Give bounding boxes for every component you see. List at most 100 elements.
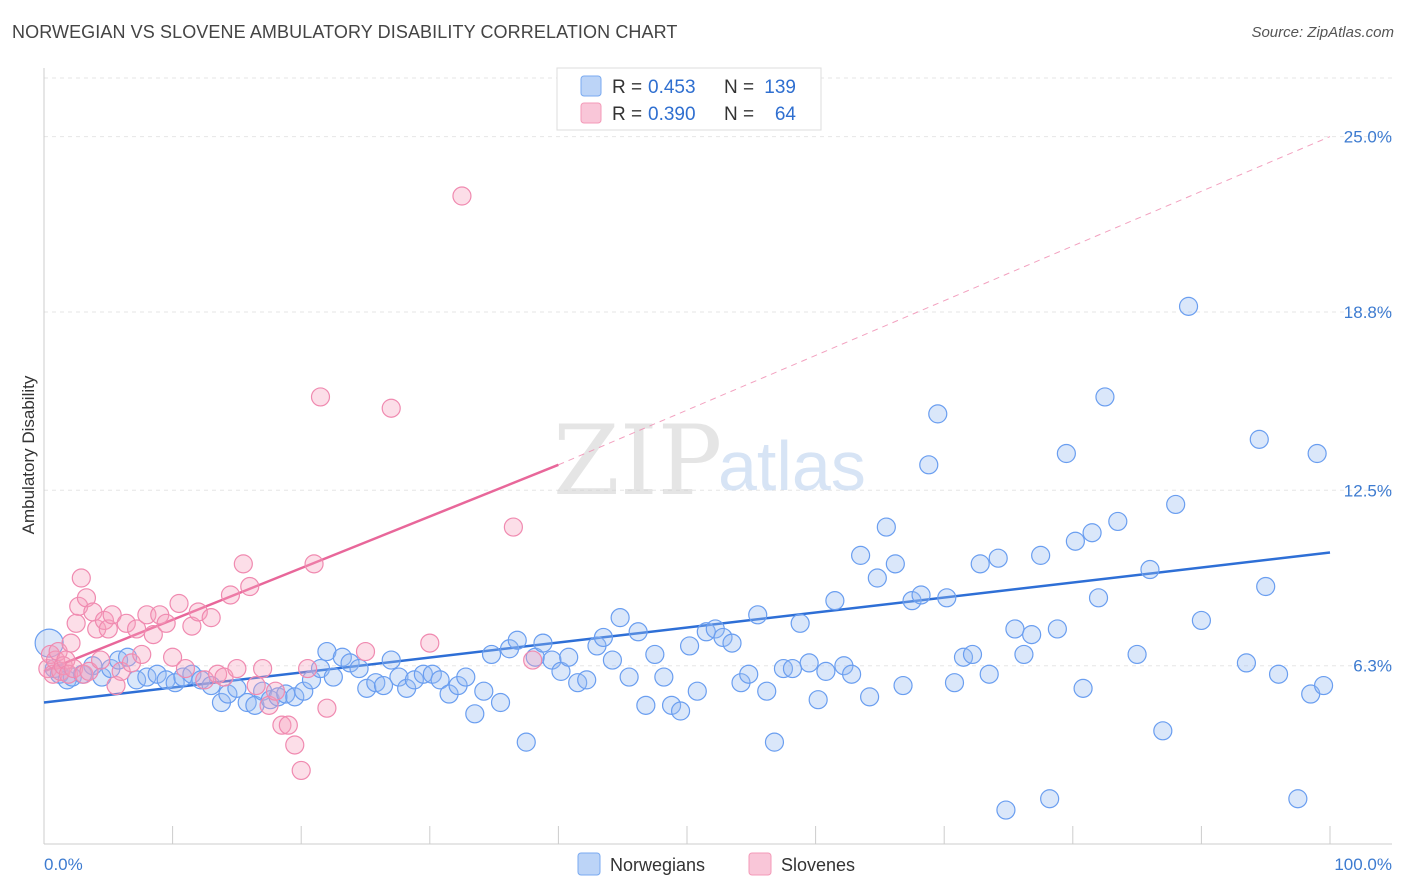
point-norwegians [1268,664,1289,684]
point-norwegians [757,681,777,701]
point-norwegians [373,675,394,696]
legend-swatch-slovenes [580,102,602,124]
point-norwegians [790,613,810,633]
point-norwegians [490,692,511,713]
point-slovenes [452,186,472,206]
point-slovenes [58,664,79,684]
point-norwegians [1073,678,1093,698]
point-norwegians [323,667,343,687]
point-slovenes [156,613,176,633]
point-slovenes [66,613,86,633]
legend-swatch-norwegians [580,75,602,97]
point-slovenes [298,658,318,679]
point-slovenes [106,675,126,696]
point-norwegians [619,667,639,687]
legend-n-value-norwegians: 139 [764,77,796,98]
legend: R = 0.453 N = 139 R = 0.390 N = 64 [556,67,822,131]
grid-lines [44,77,1392,667]
point-norwegians [816,661,836,681]
point-norwegians [1088,588,1109,608]
point-norwegians [610,608,630,628]
point-slovenes [98,619,118,639]
point-norwegians [1236,653,1257,673]
y-tick-label: 25.0% [1344,128,1392,147]
chart-title: NORWEGIAN VS SLOVENE AMBULATORY DISABILI… [12,22,678,42]
point-norwegians [645,644,665,665]
point-slovenes [163,647,183,667]
point-norwegians [1288,789,1308,809]
point-norwegians [1249,429,1269,449]
point-slovenes [63,658,84,679]
trend-line-slovenes [43,463,559,673]
point-norwegians [808,690,828,710]
point-slovenes [420,633,440,653]
point-norwegians [349,658,369,679]
point-norwegians [1014,644,1034,665]
bottom-legend-norwegians: Norwegians [610,855,705,875]
point-slovenes [220,585,241,605]
point-norwegians [1056,443,1076,464]
point-norwegians [533,633,553,653]
point-norwegians [340,653,360,673]
point-slovenes [71,568,91,588]
point-norwegians [285,687,305,707]
point-norwegians [237,692,257,713]
legend-n-label-slovenes: N = [724,104,754,125]
point-norwegians [1313,675,1334,696]
point-slovenes [381,398,401,418]
point-norwegians [404,670,424,690]
legend-r-value-norwegians: 0.453 [648,77,696,98]
point-slovenes [143,625,163,645]
y-tick-label: 12.5% [1344,481,1392,500]
point-norwegians [1178,296,1199,316]
source-label: Source: ZipAtlas.com [1251,24,1394,41]
point-slovenes [265,681,286,701]
legend-r-label-slovenes: R = [612,104,642,125]
point-norwegians [430,670,450,690]
point-slovenes [175,658,196,679]
watermark-zip: ZIP [553,405,722,517]
point-norwegians [902,591,922,611]
point-norwegians [1191,610,1212,631]
point-norwegians [713,627,733,648]
y-tick-label: 18.8% [1344,303,1392,322]
point-norwegians [885,554,905,574]
point-slovenes [272,715,292,735]
point-norwegians [825,591,845,611]
point-slovenes [523,650,543,670]
point-norwegians [366,673,386,693]
point-slovenes [227,658,247,679]
point-norwegians [1022,625,1042,645]
watermark: ZIP atlas [553,405,866,517]
point-slovenes [169,593,189,614]
point-norwegians [748,605,768,625]
x-tick-labels: 0.0% 100.0% [44,855,1392,874]
x-tick-label: 100.0% [1334,855,1392,874]
point-norwegians [842,664,862,684]
point-slovenes [259,695,279,715]
point-slovenes [102,605,122,625]
legend-n-value-slovenes: 64 [775,104,797,125]
point-norwegians [1256,576,1276,597]
data-points [34,186,1334,820]
y-tick-labels: 6.3% 12.5% 18.8% 25.0% [1344,128,1392,676]
point-norwegians [1047,619,1067,639]
point-slovenes [182,616,202,636]
point-norwegians [893,675,913,696]
point-norwegians [970,554,990,574]
point-norwegians [381,650,401,670]
point-norwegians [1082,523,1102,543]
point-norwegians [456,667,476,687]
point-norwegians [1108,511,1128,532]
point-norwegians [1040,789,1060,809]
point-slovenes [503,517,523,537]
point-norwegians [687,681,707,701]
point-norwegians [670,701,691,721]
legend-r-value-slovenes: 0.390 [648,104,696,125]
point-slovenes [76,588,97,608]
point-norwegians [227,678,247,698]
point-norwegians [764,732,785,752]
point-norwegians [516,732,536,752]
y-axis-label: Ambulatory Disability [19,375,38,534]
